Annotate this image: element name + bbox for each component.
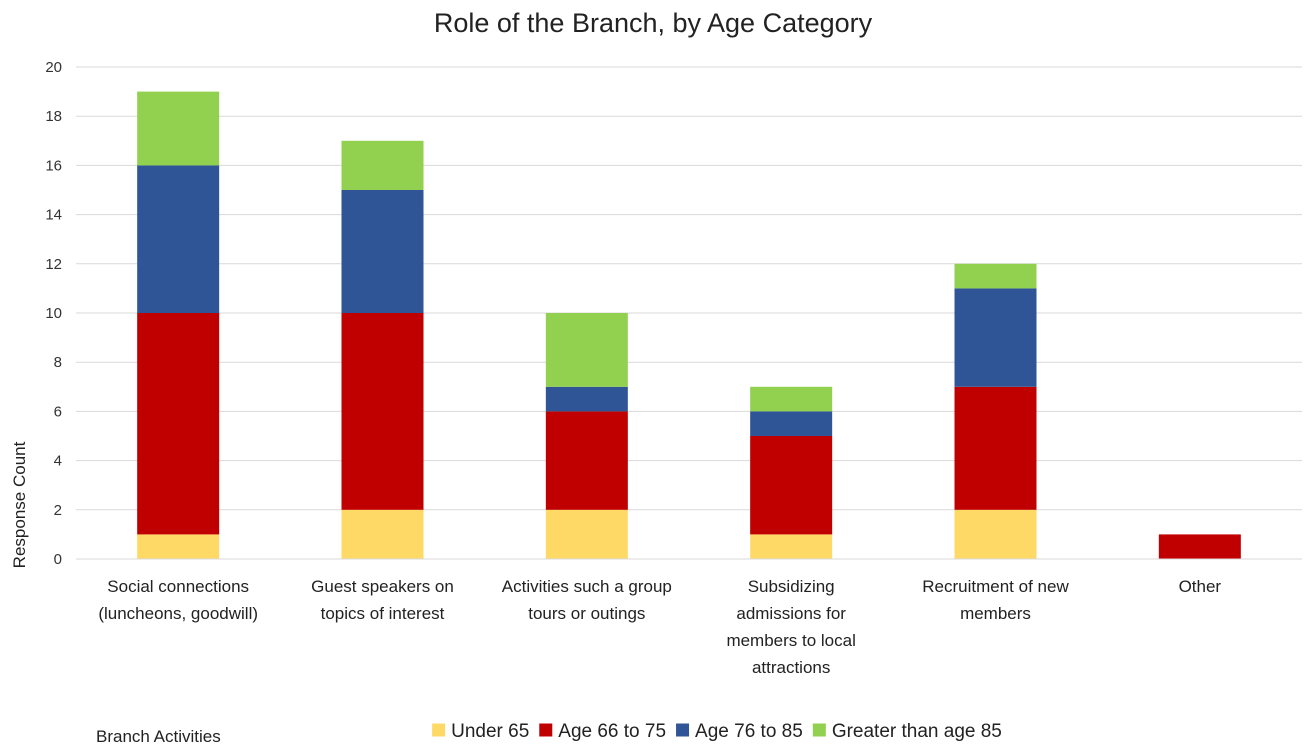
y-tick-label: 10 xyxy=(45,305,62,322)
x-category-label-line: members xyxy=(960,604,1031,623)
x-category-label-line: Activities such a group xyxy=(502,577,672,596)
x-category-label: Other xyxy=(1179,577,1222,596)
x-category-label: Subsidizing admissions for members to loca… xyxy=(726,577,855,677)
y-tick-label: 0 xyxy=(54,551,62,568)
bar-segment xyxy=(137,91,220,166)
bar-segment xyxy=(954,386,1037,510)
y-tick-label: 2 xyxy=(54,502,62,519)
gridlines xyxy=(76,66,1302,511)
bar-segment xyxy=(954,509,1037,559)
legend-item: Under 65 xyxy=(432,721,529,742)
x-category-label-line: attractions xyxy=(752,658,830,677)
bar-segment xyxy=(137,165,220,313)
legend-swatch xyxy=(676,723,690,737)
y-axis-ticks: 0 2 4 6 8 10 12 14 16 18 20 xyxy=(45,59,62,568)
x-category-label-line: topics of interest xyxy=(321,604,445,623)
x-axis-title: Branch Activities xyxy=(96,727,221,746)
bar-segment xyxy=(750,436,833,535)
bar-segment xyxy=(341,509,424,559)
legend-swatch xyxy=(432,723,446,737)
bar-segment xyxy=(341,313,424,510)
bar-segment xyxy=(545,509,628,559)
x-category-label-line: Social connections xyxy=(107,577,249,596)
x-category-label-line: members to local xyxy=(726,631,855,650)
legend-swatch xyxy=(812,723,826,737)
legend: Under 65 Age 66 to 75 Age 76 to 85 Greater … xyxy=(432,721,1002,742)
bar-segment xyxy=(137,534,220,559)
x-category-label-line: Guest speakers on xyxy=(311,577,454,596)
bar-segment xyxy=(545,313,628,387)
y-tick-label: 8 xyxy=(54,354,62,371)
legend-item: Age 76 to 85 xyxy=(676,721,803,742)
legend-item: Greater than age 85 xyxy=(812,721,1002,742)
bar-segment xyxy=(750,534,833,559)
y-tick-label: 6 xyxy=(54,403,62,420)
x-category-label-line: (luncheons, goodwill) xyxy=(98,604,258,623)
x-category-label-line: Subsidizing xyxy=(748,577,835,596)
bars xyxy=(137,91,1241,559)
bar-segment xyxy=(545,386,628,412)
legend-label: Greater than age 85 xyxy=(832,721,1002,742)
y-tick-label: 16 xyxy=(45,157,62,174)
x-category-label: Social connections (luncheons, goodwill) xyxy=(98,577,258,623)
bar-segment xyxy=(750,411,833,436)
legend-label: Under 65 xyxy=(451,721,529,742)
x-category-label: Recruitment of new members xyxy=(922,577,1069,623)
y-tick-label: 18 xyxy=(45,108,62,125)
y-axis-title: Response Count xyxy=(10,441,29,568)
chart-title: Role of the Branch, by Age Category xyxy=(434,8,873,38)
x-category-label: Guest speakers on topics of interest xyxy=(311,577,454,623)
bar-segment xyxy=(341,190,424,313)
x-category-label-line: Other xyxy=(1179,577,1222,596)
bar-segment xyxy=(750,386,833,412)
x-axis-category-labels: Social connections (luncheons, goodwill) G… xyxy=(98,577,1221,677)
y-tick-label: 14 xyxy=(45,207,62,224)
legend-item: Age 66 to 75 xyxy=(539,721,666,742)
bar-segment xyxy=(137,313,220,535)
bar-segment xyxy=(545,411,628,510)
x-category-label: Activities such a group tours or outings xyxy=(502,577,672,623)
bar-segment xyxy=(341,140,424,190)
bar-segment xyxy=(1158,534,1241,559)
y-tick-label: 20 xyxy=(45,59,62,76)
bar-segment xyxy=(954,263,1037,289)
x-category-label-line: tours or outings xyxy=(528,604,645,623)
x-category-label-line: admissions for xyxy=(736,604,846,623)
legend-swatch xyxy=(539,723,553,737)
x-category-label-line: Recruitment of new xyxy=(922,577,1069,596)
y-tick-label: 12 xyxy=(45,256,62,273)
legend-label: Age 66 to 75 xyxy=(558,721,666,742)
legend-label: Age 76 to 85 xyxy=(695,721,803,742)
y-tick-label: 4 xyxy=(54,453,62,470)
bar-segment xyxy=(954,288,1037,387)
